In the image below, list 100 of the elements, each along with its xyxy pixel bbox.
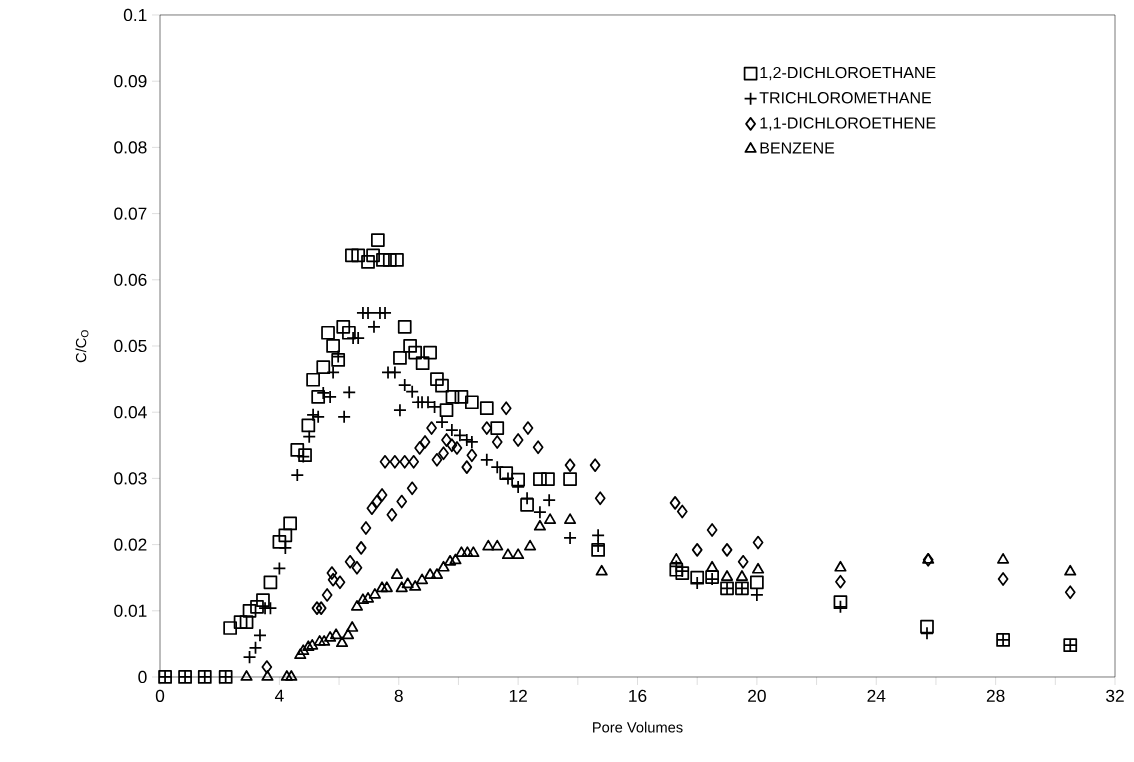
point (302, 640, 315, 652)
point (670, 552, 683, 564)
x-tick-label: 16 (629, 689, 647, 702)
point (414, 441, 426, 455)
y-axis-title: C/C$_{O}$ (75, 330, 89, 363)
point (318, 635, 331, 646)
point (389, 454, 401, 469)
point (321, 588, 333, 602)
point (240, 670, 253, 681)
point (512, 433, 524, 447)
point (594, 491, 606, 506)
point (589, 458, 601, 473)
point (524, 539, 537, 551)
x-tick-label: 4 (274, 689, 284, 702)
point (424, 568, 437, 579)
point (379, 454, 391, 469)
point (997, 572, 1009, 586)
point (441, 433, 452, 447)
point (461, 460, 473, 474)
y-tick-label: 0.02 (114, 538, 147, 551)
x-tick-label: 0 (155, 689, 165, 702)
point (467, 546, 480, 558)
point (335, 636, 349, 648)
point (512, 548, 525, 560)
point (294, 648, 307, 660)
point (375, 581, 389, 593)
point (297, 644, 310, 656)
point (752, 562, 765, 574)
point (835, 574, 846, 589)
point (344, 554, 356, 569)
point (449, 553, 462, 565)
point (280, 670, 293, 681)
point (720, 570, 734, 581)
y-tick-label: 0 (138, 670, 147, 684)
point (408, 454, 420, 469)
point (334, 575, 346, 590)
point (401, 577, 414, 589)
point (386, 507, 398, 522)
point (409, 580, 422, 591)
point (313, 635, 326, 646)
point (361, 592, 375, 603)
point (721, 543, 733, 557)
point (481, 421, 493, 435)
point (501, 548, 515, 560)
x-tick-label: 28 (986, 689, 1005, 702)
point (406, 481, 418, 496)
point (482, 539, 495, 551)
point (691, 543, 703, 557)
legend-label: 1,2-DICHLOROETHANE (760, 66, 936, 81)
x-tick-label: 24 (867, 689, 886, 702)
point (261, 670, 274, 681)
point (376, 488, 388, 502)
point (438, 446, 449, 461)
point (285, 670, 298, 681)
x-tick-label: 12 (509, 689, 527, 702)
point (315, 601, 327, 616)
point (350, 599, 364, 611)
point (1064, 564, 1077, 576)
point (522, 421, 534, 435)
y-tick-label: 0.09 (114, 75, 147, 88)
y-tick-label: 0.05 (114, 339, 147, 353)
point (752, 535, 764, 550)
y-tick-label: 0.04 (114, 406, 147, 419)
point (737, 554, 749, 569)
x-axis-title: Pore Volumes (593, 721, 683, 733)
point (415, 573, 429, 585)
point (595, 564, 608, 576)
point (351, 560, 363, 575)
point (399, 454, 411, 469)
point (455, 546, 468, 558)
point (491, 435, 503, 449)
point (430, 568, 444, 579)
point (735, 570, 749, 581)
legend-label: BENZENE (760, 142, 835, 154)
point (1064, 585, 1076, 600)
y-tick-label: 0.1 (123, 8, 147, 22)
point (431, 452, 443, 467)
y-tick-label: 0.08 (114, 141, 147, 154)
point (330, 628, 343, 640)
point (356, 593, 370, 605)
point (706, 560, 719, 572)
y-tick-label: 0.03 (114, 472, 147, 485)
point (396, 494, 408, 509)
point (997, 552, 1010, 564)
point (395, 581, 408, 593)
point (532, 440, 544, 455)
point (346, 621, 359, 632)
point (544, 513, 557, 524)
point (444, 554, 457, 566)
y-tick-label: 0.06 (114, 273, 147, 286)
legend-label: TRICHLOROMETHANE (759, 92, 932, 104)
x-tick-label: 20 (748, 689, 766, 702)
point (706, 523, 718, 537)
point (669, 496, 681, 510)
y-tick-label: 0.07 (114, 207, 147, 220)
point (261, 660, 273, 674)
y-tick-label: 0.01 (114, 604, 147, 617)
point (371, 494, 383, 509)
point (564, 458, 576, 473)
point (327, 572, 339, 587)
